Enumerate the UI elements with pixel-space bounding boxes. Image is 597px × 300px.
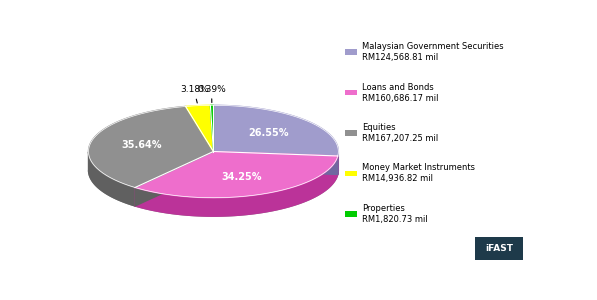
Polygon shape <box>88 152 135 206</box>
Text: Properties
RM1,820.73 mil: Properties RM1,820.73 mil <box>362 204 428 224</box>
Bar <box>345 171 357 176</box>
Polygon shape <box>88 170 338 216</box>
Text: 3.18%: 3.18% <box>181 85 210 94</box>
Polygon shape <box>88 106 214 188</box>
Bar <box>345 49 357 55</box>
Text: iFAST: iFAST <box>485 244 513 253</box>
Polygon shape <box>214 152 338 175</box>
Bar <box>345 130 357 136</box>
Text: Malaysian Government Securities
RM124,568.81 mil: Malaysian Government Securities RM124,56… <box>362 42 504 62</box>
Bar <box>345 90 357 95</box>
Polygon shape <box>186 105 214 152</box>
Polygon shape <box>135 152 338 198</box>
Polygon shape <box>135 152 214 206</box>
Polygon shape <box>135 152 214 206</box>
Text: Money Market Instruments
RM14,936.82 mil: Money Market Instruments RM14,936.82 mil <box>362 164 475 184</box>
Text: Equities
RM167,207.25 mil: Equities RM167,207.25 mil <box>362 123 439 143</box>
Text: 26.55%: 26.55% <box>248 128 288 138</box>
Polygon shape <box>135 156 338 216</box>
Text: 35.64%: 35.64% <box>121 140 162 150</box>
Polygon shape <box>210 105 214 152</box>
Polygon shape <box>214 152 338 175</box>
Text: 0.39%: 0.39% <box>197 85 226 94</box>
Bar <box>345 211 357 217</box>
FancyBboxPatch shape <box>475 237 524 260</box>
Text: Loans and Bonds
RM160,686.17 mil: Loans and Bonds RM160,686.17 mil <box>362 82 439 103</box>
Polygon shape <box>214 105 338 156</box>
Text: 34.25%: 34.25% <box>222 172 262 182</box>
